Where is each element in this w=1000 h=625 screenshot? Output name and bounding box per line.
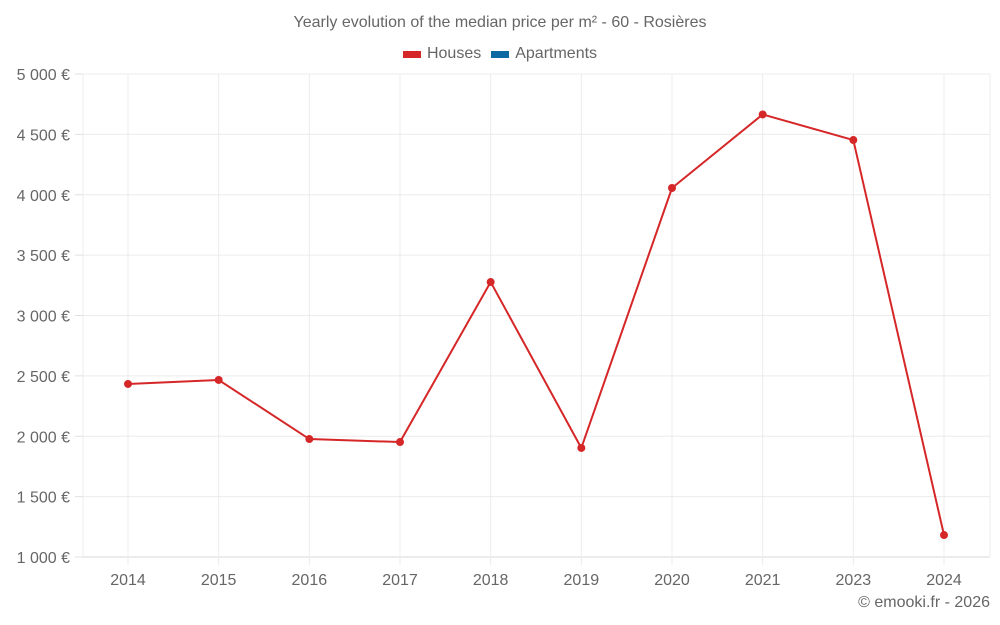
chart-title: Yearly evolution of the median price per… <box>293 14 707 31</box>
x-tick-label: 2014 <box>110 572 146 589</box>
y-tick-label: 1 500 € <box>17 490 70 507</box>
credit-text: © emooki.fr - 2026 <box>858 594 990 611</box>
legend-item-houses[interactable]: Houses <box>402 45 482 63</box>
legend-item-apartments[interactable]: Apartments <box>491 45 597 63</box>
legend-label-houses: Houses <box>426 45 482 62</box>
x-tick-label: 2023 <box>836 572 872 589</box>
series-houses <box>124 110 948 540</box>
x-tick-label: 2015 <box>201 572 237 589</box>
x-tick-label: 2017 <box>382 572 418 589</box>
y-tick-label: 3 000 € <box>17 309 70 326</box>
legend-swatch-houses <box>402 50 421 58</box>
x-tick-label: 2021 <box>745 572 781 589</box>
data-point[interactable] <box>396 438 404 447</box>
data-point[interactable] <box>577 443 586 452</box>
y-tick-label: 3 500 € <box>17 248 70 265</box>
data-point[interactable] <box>849 136 858 145</box>
x-tick-label: 2024 <box>926 572 962 589</box>
data-point[interactable] <box>758 110 767 119</box>
data-point[interactable] <box>668 183 676 192</box>
legend-swatch-apartments <box>491 50 510 58</box>
y-tick-label: 4 000 € <box>17 188 70 205</box>
data-point[interactable] <box>305 435 314 444</box>
x-tick-label: 2016 <box>292 572 328 589</box>
x-tick-label: 2020 <box>654 572 690 589</box>
grid-lines <box>82 73 991 565</box>
y-tick-label: 4 500 € <box>17 127 70 144</box>
y-tick-label: 2 500 € <box>17 369 70 386</box>
x-axis: 2014 2015 2016 2017 2018 2019 2020 2021 2023 2024 <box>110 572 962 589</box>
data-point[interactable] <box>214 375 223 384</box>
data-point[interactable] <box>486 278 495 287</box>
y-tick-label: 2 000 € <box>17 429 70 446</box>
series-line <box>127 113 945 536</box>
x-tick-label: 2018 <box>473 572 509 589</box>
data-point[interactable] <box>940 531 948 540</box>
data-point[interactable] <box>124 379 132 388</box>
legend-label-apartments: Apartments <box>515 45 598 62</box>
y-tick-label: 5 000 € <box>17 67 70 84</box>
y-axis: 1 000 € 1 500 € 2 000 € 2 500 € 3 000 € 3 500… <box>17 67 83 567</box>
y-tick-label: 1 000 € <box>17 550 70 567</box>
x-tick-label: 2019 <box>564 572 600 589</box>
chart-legend: Houses Apartments <box>0 45 1000 63</box>
